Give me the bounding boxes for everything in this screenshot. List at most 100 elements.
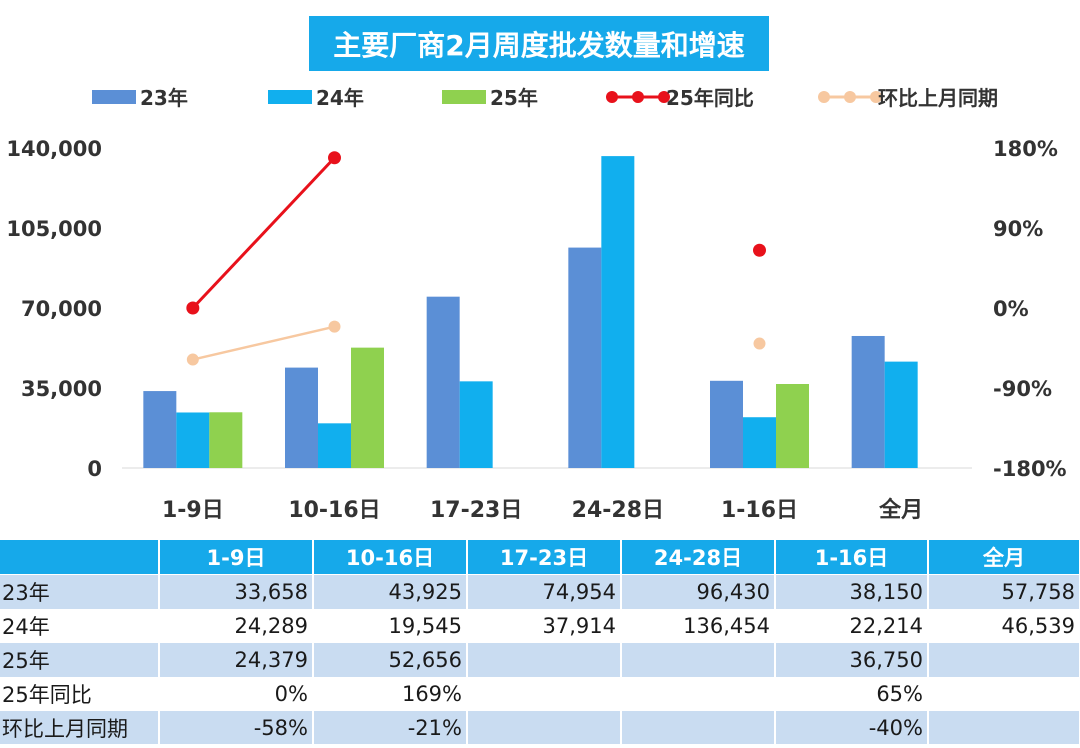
table-cell: -58% <box>159 710 314 744</box>
bar <box>426 296 460 468</box>
y-right-tick-label: 180% <box>993 137 1058 161</box>
y-left-tick-label: 70,000 <box>21 297 102 321</box>
table-cell <box>467 710 622 744</box>
y-right-tick-label: -180% <box>993 457 1067 481</box>
x-tick-label: 10-16日 <box>288 498 380 523</box>
legend-swatch-dot <box>658 91 670 103</box>
y-left-tick-label: 35,000 <box>21 377 102 401</box>
bar <box>710 380 743 468</box>
line-point <box>186 301 200 315</box>
bar <box>601 156 635 468</box>
y-left-tick-label: 105,000 <box>6 217 102 241</box>
x-tick-label: 全月 <box>878 497 923 523</box>
table-cell <box>467 642 622 677</box>
data-table: 1-9日 10-16日 17-23日 24-28日 1-16日 全月 23年 33… <box>0 540 1080 744</box>
table-cell: -21% <box>313 710 468 744</box>
y-left-tick-label: 140,000 <box>6 137 102 161</box>
table-row: 25年 24,379 52,656 36,750 <box>0 642 1080 677</box>
x-tick-label: 1-16日 <box>721 498 798 523</box>
legend-swatch <box>442 90 486 104</box>
table-row-label: 25年同比 <box>0 676 160 711</box>
legend-swatch-dot <box>870 91 882 103</box>
x-tick-label: 17-23日 <box>430 498 522 523</box>
bar <box>318 423 351 468</box>
legend-swatch-dot <box>818 91 830 103</box>
table-cell: 38,150 <box>775 574 929 609</box>
table-cell: 24,379 <box>159 642 314 677</box>
table-cell: 36,750 <box>775 642 929 677</box>
legend-label: 23年 <box>140 86 188 110</box>
legend-label: 24年 <box>316 86 364 110</box>
table-header-cell: 17-23日 <box>467 540 622 575</box>
table-header-cell: 1-16日 <box>775 540 929 575</box>
bar <box>568 247 602 468</box>
x-tick-label: 24-28日 <box>572 498 664 523</box>
table-header-cell: 1-9日 <box>159 540 314 575</box>
table-cell: 33,658 <box>159 574 314 609</box>
table-cell: 74,954 <box>467 574 622 609</box>
y-left-tick-label: 0 <box>87 457 102 481</box>
table-cell: -40% <box>775 710 929 744</box>
line-segment <box>192 325 335 361</box>
table-cell: 37,914 <box>467 608 622 643</box>
bar <box>459 381 493 468</box>
table-header-cell: 24-28日 <box>621 540 776 575</box>
legend-swatch-dot <box>606 91 618 103</box>
table-row-label: 环比上月同期 <box>0 710 160 744</box>
bar <box>884 361 918 468</box>
bar <box>285 367 318 468</box>
line-point <box>753 337 766 350</box>
table-row-label: 24年 <box>0 608 160 643</box>
bar <box>851 335 885 468</box>
legend-swatch <box>92 90 136 104</box>
table-cell <box>928 642 1080 677</box>
legend-label: 环比上月同期 <box>878 86 998 110</box>
bar <box>351 347 384 468</box>
table-cell: 52,656 <box>313 642 468 677</box>
y-right-tick-label: 0% <box>993 297 1029 321</box>
table-row-label: 25年 <box>0 642 160 677</box>
table-cell: 65% <box>775 676 929 711</box>
bar <box>776 384 809 468</box>
table-cell: 22,214 <box>775 608 929 643</box>
table-cell: 0% <box>159 676 314 711</box>
table-row: 24年 24,289 19,545 37,914 136,454 22,214 46,539 <box>0 608 1080 643</box>
bar <box>176 412 210 468</box>
table-row-label: 23年 <box>0 574 160 609</box>
table-cell: 24,289 <box>159 608 314 643</box>
table-cell <box>621 710 776 744</box>
table-header-cell: 10-16日 <box>313 540 468 575</box>
x-tick-label: 1-9日 <box>162 498 224 523</box>
table-header-cell: 全月 <box>928 540 1080 575</box>
table-cell: 96,430 <box>621 574 776 609</box>
legend-swatch <box>268 90 312 104</box>
line-segment <box>191 156 336 310</box>
table-cell <box>928 676 1080 711</box>
table-cell <box>467 676 622 711</box>
line-point <box>328 320 341 333</box>
table-cell: 136,454 <box>621 608 776 643</box>
table-cell: 19,545 <box>313 608 468 643</box>
bar <box>143 391 177 468</box>
chart-title: 主要厂商2月周度批发数量和增速 <box>309 16 769 71</box>
y-right-tick-label: 90% <box>993 217 1043 241</box>
line-point <box>186 353 199 366</box>
legend-swatch-dot <box>844 91 856 103</box>
table-cell: 46,539 <box>928 608 1080 643</box>
legend-label: 25年同比 <box>666 86 754 110</box>
table-row: 25年同比 0% 169% 65% <box>0 676 1080 711</box>
line-point <box>753 243 766 257</box>
line-point <box>328 151 341 165</box>
legend-swatch-dot <box>632 91 644 103</box>
table-cell: 169% <box>313 676 468 711</box>
table-cell <box>621 642 776 677</box>
table-header-cell <box>0 540 160 575</box>
table-row: 23年 33,658 43,925 74,954 96,430 38,150 57,758 <box>0 574 1080 609</box>
table-cell <box>928 710 1080 744</box>
table-row: 环比上月同期 -58% -21% -40% <box>0 710 1080 744</box>
table-cell <box>621 676 776 711</box>
bar <box>209 412 243 468</box>
bar <box>743 417 776 468</box>
chart: 0 35,000 70,000 105,000 140,000 -180% -90% 0% 90… <box>6 86 1067 523</box>
table-cell: 57,758 <box>928 574 1080 609</box>
